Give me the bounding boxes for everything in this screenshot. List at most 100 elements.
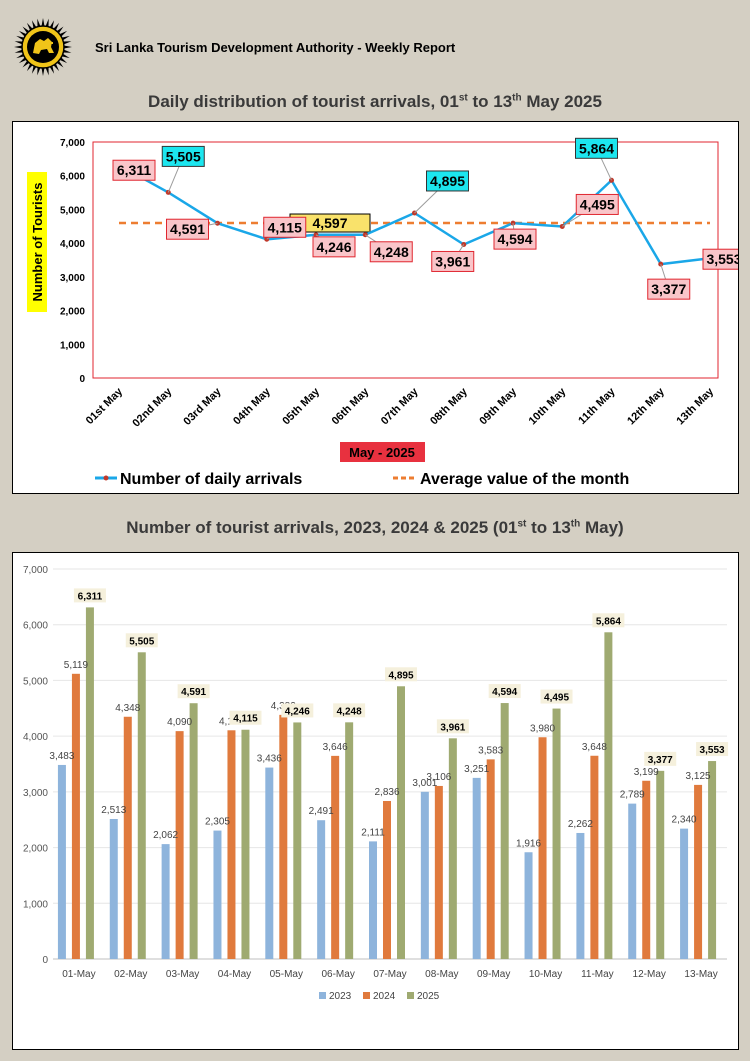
bar-label: 3,377 [648, 755, 673, 766]
bar-2024 [590, 755, 599, 959]
bar-2024 [538, 737, 547, 959]
bar-label: 3,251 [464, 764, 489, 775]
bar-label: 2,262 [568, 819, 593, 830]
logo-ray [41, 18, 45, 27]
x-tick-label: 03-May [166, 969, 199, 980]
bar-2024 [383, 800, 391, 959]
line-chart: 0 1,000 2,000 3,000 4,000 5,000 6,000 7,000 Numb… [27, 137, 738, 488]
data-label-box [312, 236, 356, 258]
bar-label: 4,895 [388, 670, 413, 681]
x-tick-label: 03rd May [181, 385, 224, 428]
data-label-box [702, 248, 738, 270]
logo-ray [31, 65, 37, 74]
bar-2025 [345, 722, 354, 959]
data-label-box [426, 170, 469, 192]
bar-label: 3,483 [49, 751, 74, 762]
bar-2024 [434, 785, 443, 959]
y-tick-label: 4,000 [60, 239, 85, 250]
bar-label-box [488, 684, 521, 699]
data-label-box [112, 159, 156, 181]
bar-2023 [109, 818, 118, 959]
bar-label: 1,916 [516, 838, 541, 849]
logo-ray [14, 49, 23, 53]
legend-swatch [363, 992, 370, 999]
legend-label: 2025 [417, 991, 440, 1002]
data-label: 4,248 [374, 244, 409, 260]
data-label: 4,246 [316, 239, 351, 255]
bar-label: 3,106 [426, 772, 451, 783]
bar-2025 [656, 770, 665, 959]
bar-label: 3,436 [257, 754, 282, 765]
bar-2023 [265, 767, 274, 959]
logo-ray [61, 35, 70, 41]
data-label: 3,961 [435, 253, 470, 269]
bar-label: 2,305 [205, 817, 230, 828]
y-tick-label: 6,000 [23, 621, 48, 632]
bar-label: 5,119 [64, 660, 89, 671]
logo-ray [18, 57, 27, 64]
bar-label: 4,495 [544, 693, 569, 704]
logo-ray [16, 35, 25, 41]
logo-ray [31, 20, 37, 29]
y-tick-label: 7,000 [60, 138, 85, 149]
bar-2025 [708, 761, 717, 959]
data-label: 4,115 [268, 219, 302, 235]
bar-label: 3,553 [700, 745, 725, 756]
bar-label-box [73, 588, 106, 603]
logo-ray [22, 26, 30, 34]
x-tick-label: 02-May [114, 969, 147, 980]
bar-2024 [227, 730, 236, 959]
bar-label-box [540, 689, 573, 704]
bar-label: 3,001 [412, 778, 437, 789]
x-tick-label: 05th May [280, 385, 322, 427]
logo-ray [63, 49, 72, 53]
report-header: Sri Lanka Tourism Development Authority … [0, 0, 750, 90]
bar-label: 3,980 [530, 723, 555, 734]
logo-ray [59, 57, 68, 64]
bar-2025 [500, 703, 509, 959]
bar-2023 [576, 832, 585, 959]
x-axis-label-bg [340, 442, 425, 462]
bar-2023 [57, 764, 66, 959]
bar-label: 4,591 [181, 687, 206, 698]
bar-label: 4,115 [233, 714, 258, 725]
y-tick-label: 2,000 [60, 307, 85, 318]
logo-ray [56, 26, 64, 34]
data-label-box [166, 218, 209, 240]
bar-2024 [642, 780, 651, 959]
bar-label-box [592, 613, 625, 628]
bar-2025 [189, 703, 198, 959]
bar-2025 [604, 632, 613, 959]
bar-2025 [85, 607, 94, 959]
x-tick-label: 08-May [425, 969, 458, 980]
logo-ray [61, 53, 70, 59]
data-label: 4,594 [497, 231, 532, 247]
bar-2024 [279, 714, 288, 959]
data-label: 4,895 [430, 173, 465, 189]
legend-label-average: Average value of the month [420, 471, 629, 488]
legend-swatch [319, 992, 326, 999]
x-tick-label: 12-May [633, 969, 666, 980]
data-label-box [493, 228, 537, 250]
data-label: 3,377 [651, 281, 686, 297]
x-tick-label: 01-May [62, 969, 95, 980]
bar-label: 2,340 [672, 815, 697, 826]
x-tick-label: 10-May [529, 969, 562, 980]
logo-ray [14, 45, 23, 49]
logo-ray [63, 45, 72, 49]
logo-ray [45, 18, 49, 27]
bar-2025 [137, 652, 146, 959]
logo-ray [16, 53, 25, 59]
x-tick-label: 09th May [477, 385, 519, 427]
y-tick-label: 5,000 [23, 676, 48, 687]
bar-2024 [123, 716, 132, 959]
bar-label: 3,646 [323, 742, 348, 753]
bar-label: 3,961 [440, 722, 465, 733]
bar-label-box [177, 684, 210, 699]
y-tick-label: 0 [79, 374, 85, 385]
bar-label: 3,648 [582, 742, 607, 753]
x-tick-label: 10th May [527, 385, 569, 427]
y-tick-label: 6,000 [60, 172, 85, 183]
x-tick-label: 02nd May [130, 385, 175, 430]
bar-2024 [486, 759, 495, 959]
